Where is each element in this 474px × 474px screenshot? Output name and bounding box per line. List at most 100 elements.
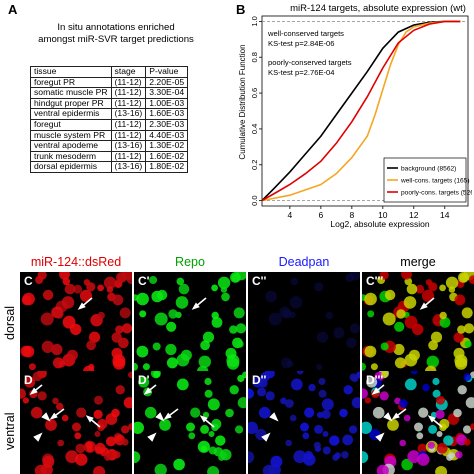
cell-nucleus	[416, 432, 424, 440]
tissue-cell: trunk mesoderm	[30, 150, 112, 163]
table-row: ventral apodeme (13-16) 1.30E-02	[30, 140, 189, 152]
cell-nucleus	[316, 363, 323, 371]
cell-nucleus	[403, 296, 417, 309]
x-tick-label: 14	[440, 210, 450, 220]
cell-nucleus	[394, 321, 405, 332]
cell-nucleus	[20, 388, 26, 399]
cell-nucleus	[303, 453, 316, 466]
stage-cell: (11-12)	[110, 118, 147, 131]
table-row: foregut PR (11-12) 2.20E-05	[30, 76, 189, 89]
arrow-head	[427, 415, 436, 423]
column-header: stage	[110, 66, 147, 78]
cell-nucleus	[394, 357, 406, 369]
cell-nucleus	[138, 376, 150, 388]
cell-nucleus	[362, 362, 366, 371]
cell-nucleus	[106, 286, 114, 293]
y-tick-label: 0.8	[250, 52, 259, 62]
cell-nucleus	[126, 275, 132, 285]
cell-nucleus	[57, 439, 64, 447]
cell-nucleus	[453, 332, 464, 343]
cell-nucleus	[64, 283, 76, 295]
cell-nucleus	[166, 357, 178, 369]
annotation-poor-stat: KS-test p=2.76E-04	[268, 68, 335, 77]
cell-nucleus	[217, 276, 231, 289]
panel-letter: D	[24, 373, 33, 387]
stage-cell: (13-16)	[110, 161, 147, 173]
cell-nucleus	[445, 276, 459, 289]
chart-title: miR-124 targets, absolute expression (wt…	[290, 3, 466, 14]
cell-nucleus	[75, 453, 88, 466]
cell-nucleus	[142, 363, 150, 371]
cell-nucleus	[74, 432, 82, 440]
cell-nucleus	[379, 272, 389, 280]
cell-nucleus	[202, 331, 215, 343]
cell-nucleus	[285, 439, 292, 447]
annotation-well-stat: KS-test p=2.84E-06	[268, 39, 335, 48]
panel-a-heading-line1: In situ annotations enriched	[57, 22, 175, 33]
cell-nucleus	[202, 411, 210, 419]
micrograph-image	[265, 272, 360, 371]
panel-letter: D''	[252, 373, 267, 387]
cell-nucleus	[39, 371, 47, 378]
arrowhead-marker	[33, 432, 43, 442]
panel-b-label: B	[236, 2, 246, 17]
cdf-chart: miR-124 targets, absolute expression (wt…	[238, 3, 472, 229]
cell-nucleus	[200, 445, 207, 452]
cell-nucleus	[154, 463, 167, 474]
stage-cell: (13-16)	[110, 108, 147, 120]
arrow-head	[163, 412, 172, 420]
cell-nucleus	[22, 292, 35, 306]
pvalue-cell: 1.60E-03	[145, 108, 189, 120]
arrow-head	[29, 387, 38, 395]
cell-nucleus	[211, 284, 218, 292]
cell-nucleus	[463, 323, 474, 334]
arrowhead-marker	[261, 432, 271, 442]
tissue-cell: somatic muscle PR	[30, 87, 112, 99]
x-tick-label: 4	[288, 210, 293, 220]
cell-nucleus	[296, 371, 304, 375]
cell-nucleus	[341, 451, 349, 459]
channel-label-dsred: miR-124::dsRed	[30, 255, 122, 269]
cell-nucleus	[262, 464, 275, 474]
cell-nucleus	[314, 424, 324, 434]
cell-nucleus	[463, 373, 472, 381]
cell-nucleus	[178, 283, 190, 295]
cell-nucleus	[62, 315, 76, 329]
channel-label-repo: Repo	[175, 255, 205, 269]
cell-nucleus	[45, 419, 57, 431]
cell-nucleus	[165, 343, 177, 356]
cell-nucleus	[401, 272, 412, 280]
chart-xlabel: Log2, absolute expression	[330, 219, 430, 229]
cell-nucleus	[123, 397, 132, 409]
pvalue-cell: 1.80E-02	[145, 161, 189, 173]
cell-nucleus	[370, 363, 378, 371]
cell-nucleus	[314, 282, 324, 292]
cell-nucleus	[325, 311, 333, 320]
cell-nucleus	[94, 431, 101, 437]
table-row: ventral epidermis (13-16) 1.60E-03	[30, 108, 189, 120]
cell-nucleus	[34, 464, 47, 474]
cell-nucleus	[321, 409, 331, 419]
cell-nucleus	[176, 378, 189, 391]
cell-nucleus	[399, 399, 408, 408]
panel-letter: D'''	[366, 373, 384, 387]
y-tick-label: 0.6	[250, 88, 259, 98]
cell-nucleus	[362, 388, 368, 399]
cell-nucleus	[436, 395, 445, 405]
cell-nucleus	[149, 276, 158, 284]
cell-nucleus	[406, 283, 418, 295]
cell-nucleus	[448, 452, 455, 459]
cell-nucleus	[88, 331, 101, 343]
arrow-head	[199, 415, 208, 423]
tissue-cell: ventral epidermis	[30, 108, 112, 120]
series-line-2	[261, 20, 461, 202]
tissue-cell: foregut	[30, 118, 112, 131]
cell-nucleus	[248, 421, 258, 434]
cell-nucleus	[211, 311, 219, 320]
cell-nucleus	[121, 425, 130, 434]
cell-nucleus	[156, 289, 168, 301]
cell-nucleus	[154, 312, 168, 326]
arrowhead-marker	[155, 412, 165, 422]
cell-nucleus	[422, 383, 430, 392]
cell-nucleus	[115, 385, 125, 395]
